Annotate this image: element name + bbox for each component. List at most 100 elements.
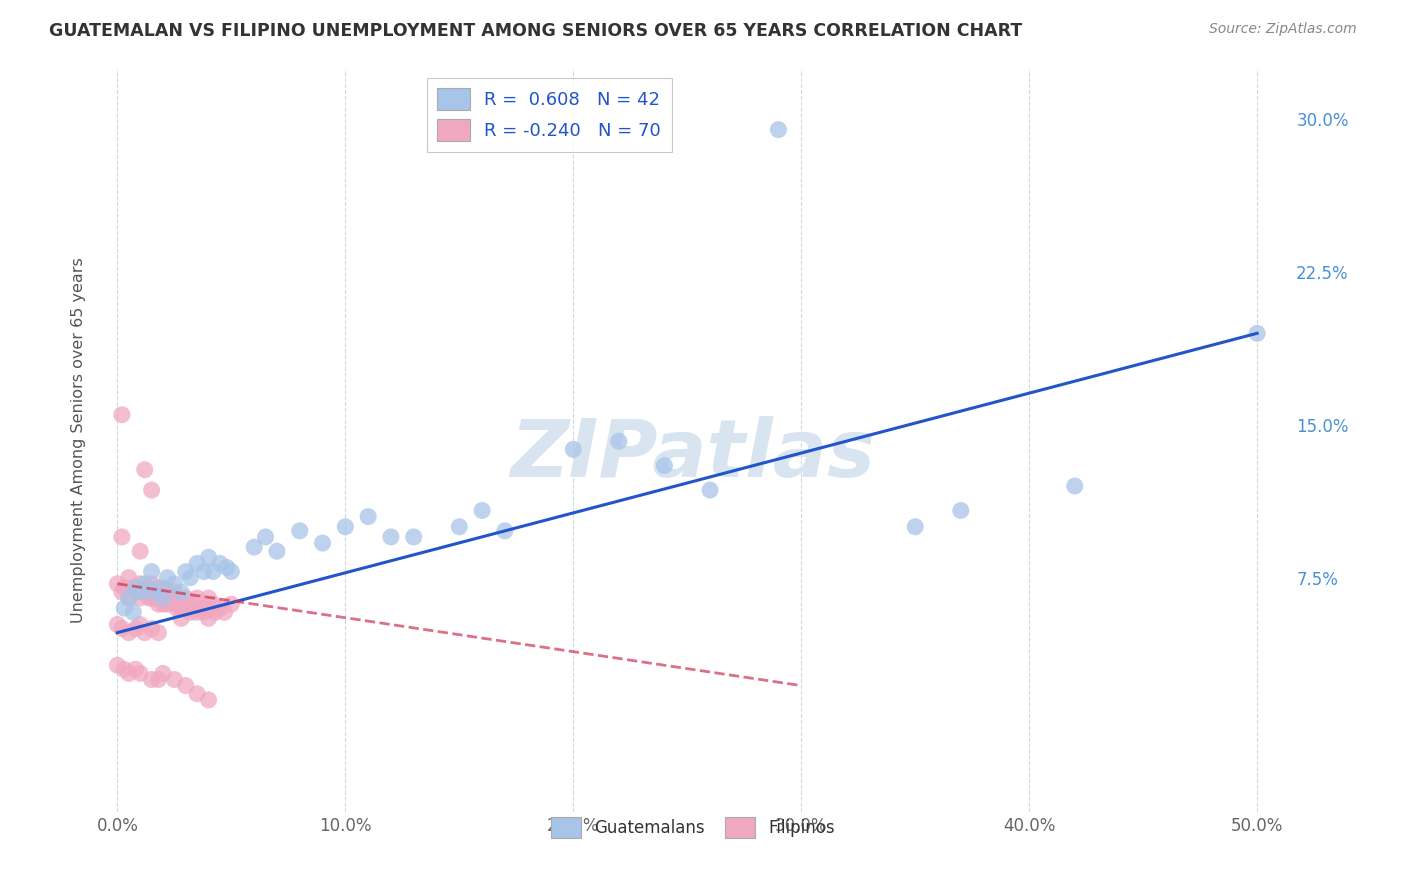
Point — [1246, 326, 1268, 341]
Point — [124, 622, 146, 636]
Point — [148, 581, 170, 595]
Point — [197, 693, 219, 707]
Point — [174, 591, 197, 605]
Point — [202, 597, 225, 611]
Point — [288, 524, 311, 538]
Point — [170, 585, 193, 599]
Text: Source: ZipAtlas.com: Source: ZipAtlas.com — [1209, 22, 1357, 37]
Point — [167, 591, 190, 605]
Point — [174, 679, 197, 693]
Point — [141, 585, 163, 599]
Point — [215, 560, 238, 574]
Point — [129, 617, 152, 632]
Point — [193, 565, 215, 579]
Point — [105, 576, 128, 591]
Point — [111, 622, 134, 636]
Point — [186, 687, 208, 701]
Point — [254, 530, 277, 544]
Point — [159, 591, 181, 605]
Point — [197, 591, 219, 605]
Point — [163, 673, 186, 687]
Point — [148, 581, 170, 595]
Point — [152, 591, 174, 605]
Point — [174, 601, 197, 615]
Point — [221, 597, 243, 611]
Point — [111, 585, 134, 599]
Point — [402, 530, 425, 544]
Point — [142, 585, 165, 599]
Point — [149, 591, 172, 605]
Point — [163, 585, 186, 599]
Point — [311, 536, 333, 550]
Point — [166, 601, 188, 615]
Point — [156, 597, 179, 611]
Point — [152, 581, 174, 595]
Legend: Guatemalans, Filipinos: Guatemalans, Filipinos — [544, 811, 842, 845]
Point — [654, 458, 676, 473]
Point — [562, 442, 585, 457]
Point — [129, 576, 152, 591]
Point — [134, 463, 156, 477]
Point — [111, 530, 134, 544]
Text: ZIPatlas: ZIPatlas — [510, 416, 876, 494]
Point — [380, 530, 402, 544]
Point — [112, 581, 135, 595]
Point — [208, 557, 231, 571]
Point — [357, 509, 380, 524]
Point — [148, 597, 170, 611]
Point — [204, 605, 226, 619]
Point — [197, 550, 219, 565]
Point — [141, 622, 163, 636]
Point — [170, 611, 193, 625]
Point — [129, 666, 152, 681]
Point — [949, 503, 972, 517]
Point — [112, 601, 135, 615]
Point — [494, 524, 516, 538]
Point — [112, 662, 135, 676]
Point — [186, 591, 208, 605]
Point — [118, 591, 141, 605]
Point — [152, 591, 174, 605]
Point — [124, 581, 146, 595]
Point — [221, 565, 243, 579]
Point — [163, 597, 186, 611]
Point — [141, 565, 163, 579]
Point — [243, 540, 266, 554]
Point — [1063, 479, 1085, 493]
Point — [118, 591, 141, 605]
Point — [471, 503, 494, 517]
Point — [148, 625, 170, 640]
Point — [202, 565, 225, 579]
Point — [111, 408, 134, 422]
Point — [138, 591, 160, 605]
Point — [214, 605, 236, 619]
Point — [174, 565, 197, 579]
Point — [768, 122, 790, 136]
Point — [163, 576, 186, 591]
Point — [699, 483, 721, 497]
Point — [129, 591, 152, 605]
Point — [197, 601, 219, 615]
Point — [904, 520, 927, 534]
Point — [105, 658, 128, 673]
Point — [124, 662, 146, 676]
Point — [118, 571, 141, 585]
Text: GUATEMALAN VS FILIPINO UNEMPLOYMENT AMONG SENIORS OVER 65 YEARS CORRELATION CHAR: GUATEMALAN VS FILIPINO UNEMPLOYMENT AMON… — [49, 22, 1022, 40]
Point — [449, 520, 471, 534]
Point — [145, 591, 167, 605]
Point — [152, 597, 174, 611]
Point — [129, 544, 152, 558]
Y-axis label: Unemployment Among Seniors over 65 years: Unemployment Among Seniors over 65 years — [72, 257, 86, 624]
Point — [197, 611, 219, 625]
Point — [186, 605, 208, 619]
Point — [105, 617, 128, 632]
Point — [129, 585, 152, 599]
Point — [208, 601, 231, 615]
Point — [152, 666, 174, 681]
Point — [170, 601, 193, 615]
Point — [141, 673, 163, 687]
Point — [190, 601, 212, 615]
Point — [186, 557, 208, 571]
Point — [179, 571, 201, 585]
Point — [335, 520, 357, 534]
